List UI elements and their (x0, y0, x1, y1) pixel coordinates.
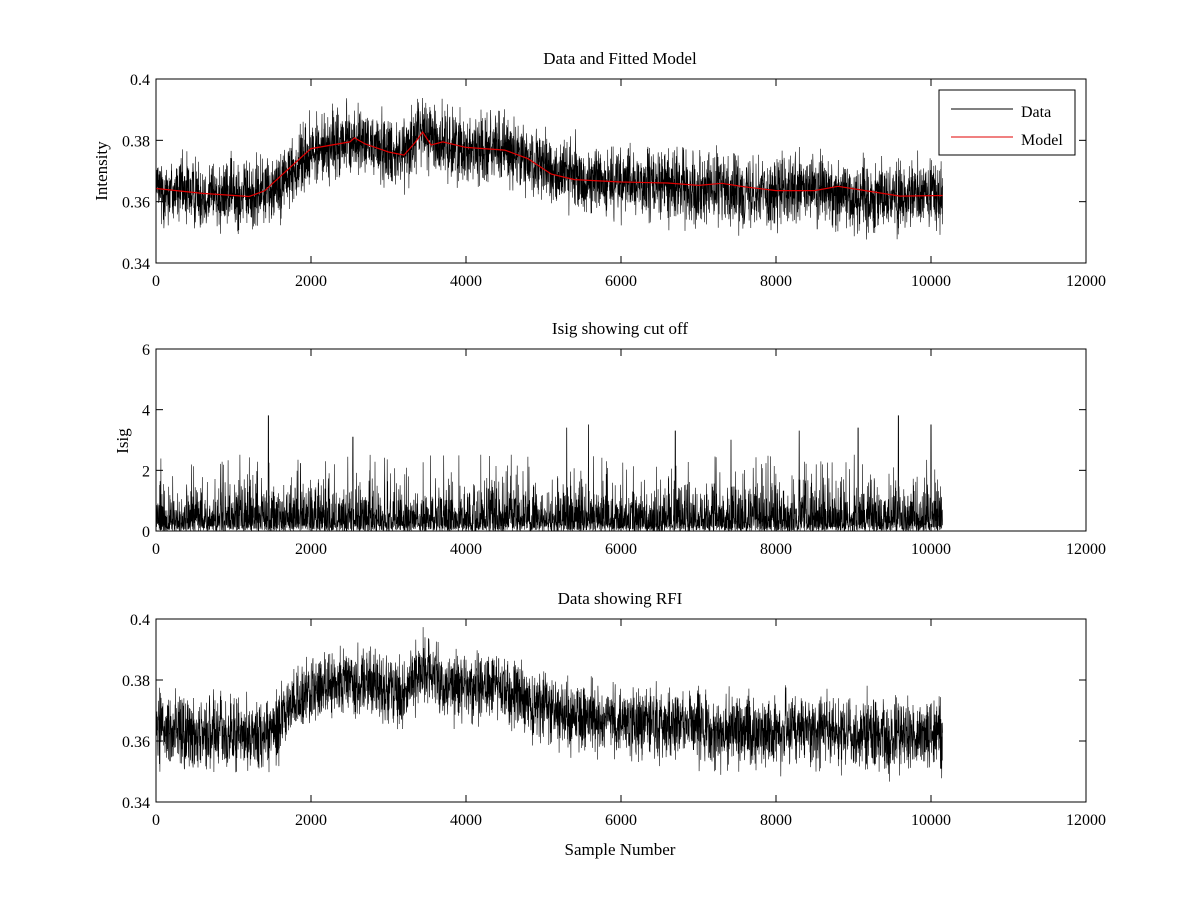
x-tick-label: 2000 (295, 541, 327, 558)
x-tick-label: 6000 (605, 273, 637, 290)
panel-1-title: Data and Fitted Model (543, 49, 697, 68)
panel-2-ylabel: Isig (113, 428, 132, 454)
x-tick-label: 4000 (450, 812, 482, 829)
x-tick-label: 6000 (605, 541, 637, 558)
panel-3-title: Data showing RFI (558, 589, 683, 608)
x-tick-label: 2000 (295, 273, 327, 290)
x-tick-label: 4000 (450, 541, 482, 558)
panel-3-series-layer (155, 627, 943, 782)
legend-box (938, 89, 1076, 156)
panel-1-ylabel: Intensity (92, 141, 111, 201)
y-tick-label: 0.34 (122, 256, 150, 273)
panel-2-title: Isig showing cut off (552, 319, 688, 338)
series-line-signal (155, 415, 943, 532)
series-line-model (155, 131, 943, 198)
panel-isig: Isig showing cut off Isig 0 2000 4000 6000 8… (113, 319, 1106, 558)
panel-2-series-layer (155, 415, 943, 532)
x-tick-label: 12000 (1066, 273, 1106, 290)
x-tick-label: 0 (152, 273, 160, 290)
y-tick-label: 0.36 (122, 734, 150, 751)
panel-3-axes: 0 2000 4000 6000 8000 10000 12000 0.34 0.36 0.38 0… (122, 612, 1106, 829)
x-tick-label: 8000 (760, 812, 792, 829)
panel-2-axes: 0 2000 4000 6000 8000 10000 12000 0 2 4 6 (142, 342, 1106, 558)
y-tick-label: 0.36 (122, 195, 150, 212)
x-tick-label: 12000 (1066, 812, 1106, 829)
x-tick-label: 10000 (911, 812, 951, 829)
y-tick-label: 4 (142, 403, 150, 420)
x-tick-label: 0 (152, 541, 160, 558)
x-tick-label: 6000 (605, 812, 637, 829)
y-tick-label: 2 (142, 463, 150, 480)
x-tick-label: 8000 (760, 541, 792, 558)
y-tick-label: 0.4 (130, 72, 150, 89)
x-tick-label: 8000 (760, 273, 792, 290)
y-tick-label: 0.34 (122, 795, 150, 812)
series-line-data (155, 97, 943, 240)
panel-1-series-layer (155, 97, 943, 240)
y-tick-label: 0 (142, 524, 150, 541)
x-tick-label: 0 (152, 812, 160, 829)
panel-data-rfi: Data showing RFI 0 2000 4000 6000 8000 10000 1… (122, 589, 1106, 859)
y-tick-label: 6 (142, 342, 150, 359)
panel-1-axes: 0 2000 4000 6000 8000 10000 12000 0.34 0.36 0.38 0… (122, 72, 1106, 290)
x-tick-label: 4000 (450, 273, 482, 290)
y-tick-label: 0.38 (122, 673, 150, 690)
x-tick-label: 10000 (911, 273, 951, 290)
series-line-signal (155, 627, 943, 782)
panel-data-and-model: Data and Fitted Model Intensity 0 2000 400… (92, 49, 1106, 290)
x-tick-label: 12000 (1066, 541, 1106, 558)
x-tick-label: 10000 (911, 541, 951, 558)
x-tick-label: 2000 (295, 812, 327, 829)
y-tick-label: 0.38 (122, 133, 150, 150)
y-tick-label: 0.4 (130, 612, 150, 629)
legend: Data Model (938, 89, 1076, 156)
legend-model-label: Model (1021, 132, 1063, 149)
panel-3-xlabel: Sample Number (565, 840, 676, 859)
legend-data-label: Data (1021, 104, 1051, 121)
